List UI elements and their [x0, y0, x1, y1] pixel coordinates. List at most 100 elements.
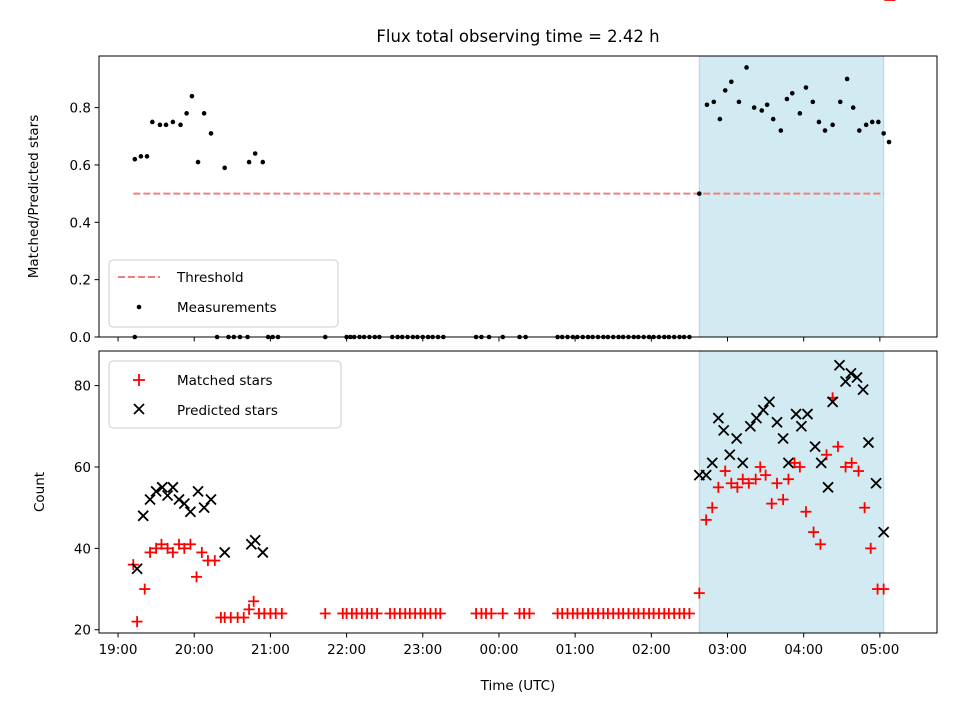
data-point — [184, 111, 189, 116]
data-point — [238, 612, 250, 624]
data-point — [434, 607, 446, 619]
y-tick-label: 0.2 — [70, 273, 91, 289]
data-point — [784, 96, 790, 102]
data-point — [248, 595, 260, 607]
data-point — [794, 461, 806, 473]
data-point-d2 — [712, 412, 724, 424]
data-point-d2 — [801, 408, 814, 420]
data-point-d2 — [706, 457, 718, 469]
data-point-d2 — [167, 481, 179, 493]
data-point — [851, 371, 863, 384]
data-point — [155, 538, 167, 550]
data-point-d2 — [700, 469, 712, 481]
data-point — [809, 440, 821, 453]
y-tick-label: 60 — [74, 460, 91, 476]
data-point — [782, 457, 795, 469]
data-point — [771, 477, 783, 489]
data-point — [870, 477, 882, 489]
data-point — [729, 79, 734, 85]
legend-matched-label: Matched stars — [177, 373, 273, 389]
y-tick-label: 40 — [74, 541, 91, 557]
data-point — [485, 607, 497, 619]
legend-measurements-label: Measurements — [177, 300, 277, 316]
data-point — [759, 108, 765, 113]
data-point — [757, 404, 769, 416]
data-point-d2 — [757, 404, 769, 416]
data-point — [770, 116, 776, 122]
data-point-d2 — [822, 481, 834, 493]
data-point — [704, 102, 710, 108]
data-point — [201, 111, 207, 116]
data-point-d2 — [144, 493, 156, 506]
x-tick-label: 23:00 — [403, 642, 442, 658]
data-point — [881, 131, 886, 136]
data-point-d2 — [809, 440, 821, 453]
data-point — [150, 485, 162, 498]
data-point — [131, 563, 143, 575]
data-point-d2 — [862, 436, 875, 449]
data-point-d2 — [750, 412, 763, 424]
data-point — [219, 546, 231, 559]
data-point — [862, 436, 875, 449]
data-point-d2 — [737, 457, 749, 469]
data-point — [790, 408, 802, 420]
x-tick-label: 22:00 — [327, 642, 366, 658]
data-point — [795, 420, 808, 432]
data-point — [797, 111, 803, 116]
x-tick-label: 04:00 — [784, 642, 823, 658]
legend-predicted-label: Predicted stars — [177, 403, 278, 419]
data-point — [816, 119, 822, 125]
data-point — [837, 99, 843, 105]
data-point-d2 — [137, 510, 149, 522]
data-point — [886, 139, 892, 145]
data-point — [724, 449, 736, 461]
y-tick-label: 80 — [74, 379, 91, 395]
series-predicted-stars — [131, 359, 890, 575]
panel-counts-frame — [98, 350, 938, 634]
data-point — [876, 119, 881, 125]
legend-counts: Matched stars Predicted stars — [108, 360, 342, 429]
x-tick-label: 00:00 — [480, 642, 519, 658]
data-point-d2 — [845, 367, 857, 380]
data-point — [744, 65, 749, 70]
y-tick-label: 0.0 — [70, 330, 91, 346]
data-point — [137, 510, 149, 522]
data-point — [156, 481, 168, 493]
data-point — [856, 128, 862, 133]
data-point — [846, 457, 858, 469]
data-point-d2 — [724, 449, 736, 461]
data-point — [815, 457, 827, 469]
data-point — [184, 506, 197, 518]
data-point-d2 — [731, 432, 743, 445]
legend-threshold-label: Threshold — [176, 270, 244, 286]
series-matched-stars — [127, 0, 896, 628]
x-tick-label: 21:00 — [251, 642, 290, 658]
data-point — [808, 526, 820, 538]
data-point — [222, 165, 227, 171]
panel-counts: 19:00 20:00 21:00 22:00 23:00 00:00 01:00 02:00… — [32, 0, 938, 658]
data-point-d2 — [851, 371, 863, 384]
data-point — [706, 457, 718, 469]
data-point — [260, 159, 266, 165]
data-point — [719, 465, 731, 477]
data-point — [693, 587, 705, 599]
data-point — [371, 607, 383, 619]
data-point — [822, 481, 834, 493]
data-point — [844, 76, 850, 82]
data-point — [144, 154, 150, 159]
data-point-d2 — [790, 408, 802, 420]
data-point-d2 — [771, 416, 783, 428]
data-point — [833, 359, 846, 371]
data-point — [198, 502, 210, 514]
data-point — [717, 116, 723, 122]
data-point-d2 — [192, 485, 204, 498]
data-point — [750, 473, 762, 485]
data-point — [737, 457, 749, 469]
data-point — [706, 502, 718, 514]
x-tick-label: 03:00 — [708, 642, 747, 658]
data-point — [208, 131, 214, 136]
data-point — [150, 119, 155, 125]
data-point — [257, 546, 269, 559]
shaded-interval — [698, 350, 885, 634]
data-point — [718, 424, 730, 436]
